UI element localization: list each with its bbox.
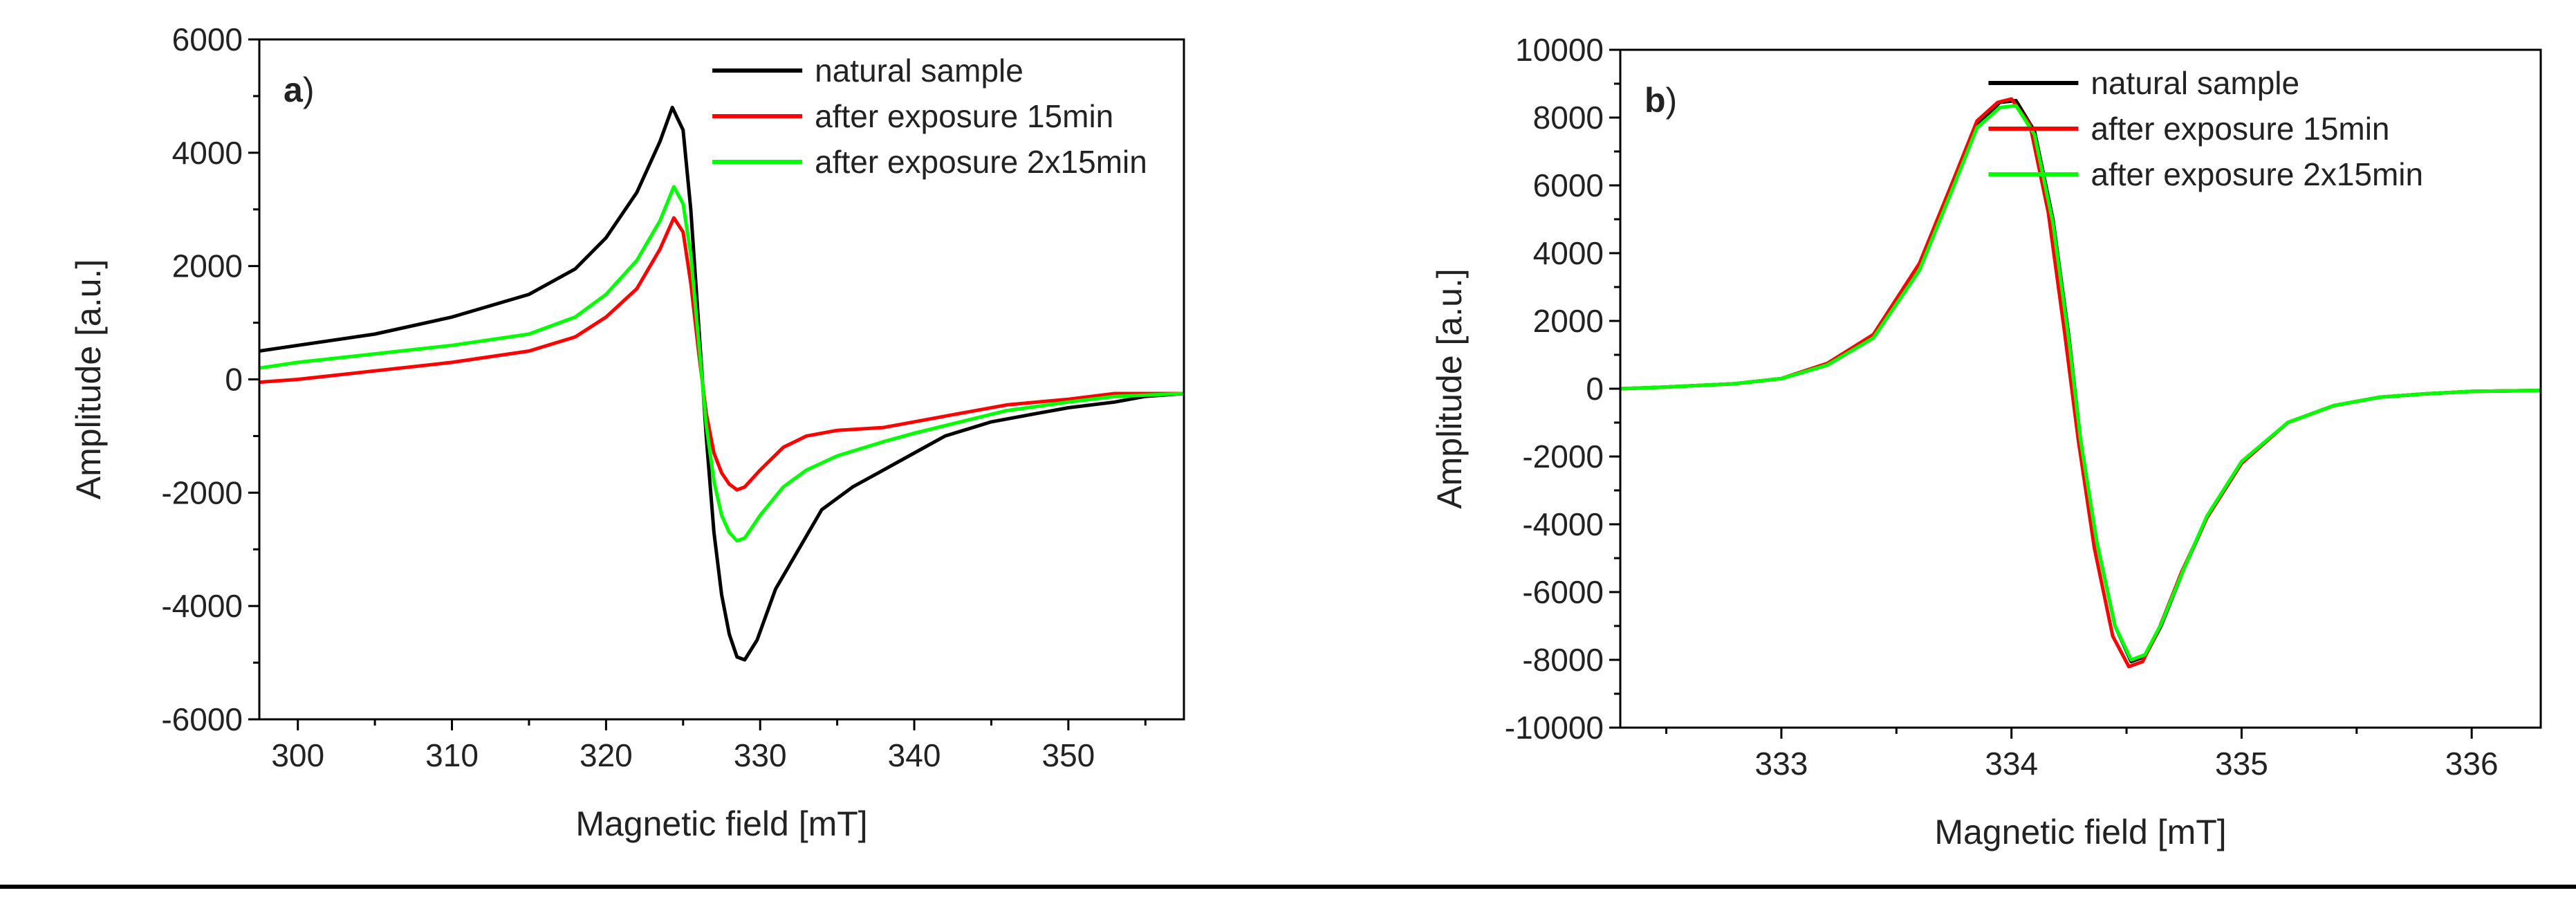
y-tick-label: 4000 (172, 135, 243, 171)
x-tick-label: 320 (580, 737, 633, 773)
x-tick-label: 350 (1042, 737, 1095, 773)
y-tick-label: 6000 (1533, 167, 1604, 203)
legend-label-2: after exposure 15min (2091, 111, 2389, 147)
panel-label-letter: a (284, 71, 304, 109)
y-tick-label: -8000 (1522, 642, 1604, 678)
y-tick-label: 10000 (1515, 32, 1604, 68)
legend-label-3: after exposure 2x15min (815, 144, 1147, 180)
x-tick-label: 300 (271, 737, 324, 773)
x-tick-label: 334 (1985, 746, 2038, 782)
y-tick-label: 2000 (1533, 303, 1604, 339)
y-tick-label: 0 (1586, 371, 1604, 407)
x-tick-label: 310 (425, 737, 479, 773)
y-tick-label: -4000 (161, 588, 243, 624)
panel-label-paren: ) (303, 71, 315, 109)
y-axis-label: Amplitude [a.u.] (69, 259, 108, 499)
y-tick-label: -2000 (1522, 439, 1604, 474)
panel-a-chart: 300 310 320 330 340 350 -6000 -4000 -2000 0 2000 40… (69, 21, 1185, 843)
panel-b-chart: 333 334 335 336 -10000 -8000 -6000 -4000 -2000 0 2… (1430, 32, 2542, 851)
plot-frame (258, 38, 1185, 721)
x-tick-label: 340 (888, 737, 941, 773)
series-line-3 (1620, 104, 2541, 662)
x-tick-label: 330 (734, 737, 787, 773)
panel-label-letter: b (1644, 81, 1666, 120)
y-tick-label: 4000 (1533, 235, 1604, 271)
plot-frame (1619, 48, 2542, 729)
x-tick-label: 333 (1755, 746, 1808, 782)
series-line-1 (259, 105, 1184, 662)
legend-label-1: natural sample (2091, 65, 2299, 101)
y-tick-label: -6000 (1522, 574, 1604, 610)
y-tick-label: 0 (225, 362, 243, 398)
legend-label-3: after exposure 2x15min (2091, 156, 2423, 192)
y-tick-label: -6000 (161, 701, 243, 737)
series-line-2 (259, 216, 1184, 492)
legend-label-2: after exposure 15min (815, 98, 1113, 134)
series-line-3 (259, 185, 1184, 543)
y-tick-label: 6000 (172, 21, 243, 57)
x-axis-label: Magnetic field [mT] (575, 804, 867, 843)
y-tick-label: 8000 (1533, 100, 1604, 136)
y-axis-label: Amplitude [a.u.] (1430, 268, 1469, 508)
y-tick-label: -10000 (1505, 710, 1604, 746)
legend-label-1: natural sample (815, 53, 1023, 89)
y-tick-label: -4000 (1522, 506, 1604, 542)
panel-label: a) (284, 71, 314, 109)
x-tick-label: 335 (2215, 746, 2268, 782)
x-tick-label: 336 (2445, 746, 2499, 782)
panel-label: b) (1644, 81, 1677, 120)
x-axis-label: Magnetic field [mT] (1934, 813, 2226, 851)
y-tick-label: 2000 (172, 248, 243, 284)
panel-label-paren: ) (1666, 81, 1678, 120)
y-tick-label: -2000 (161, 474, 243, 510)
